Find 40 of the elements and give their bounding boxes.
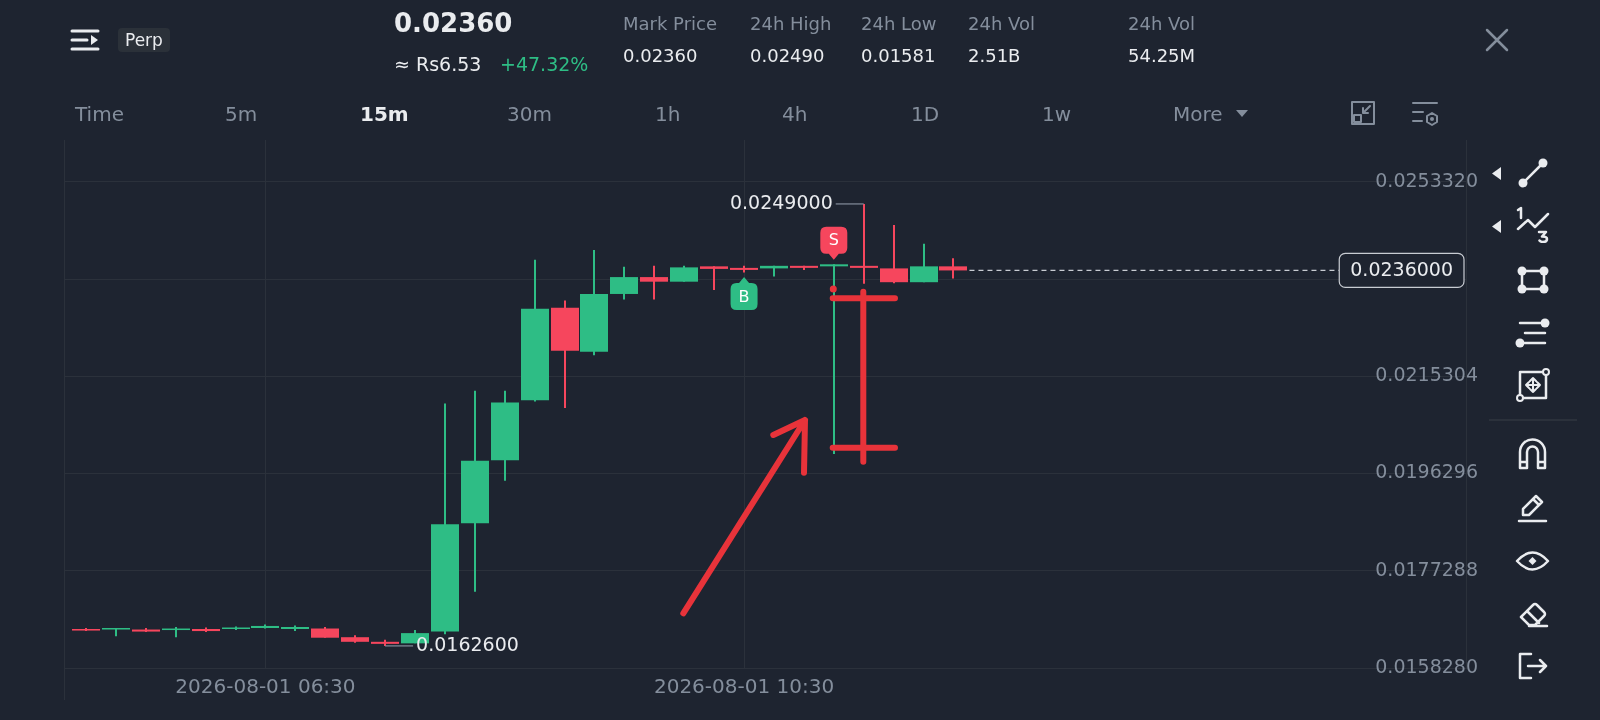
text: 0.02490 — [750, 45, 825, 67]
candlestick — [700, 265, 728, 291]
text: 1h — [655, 102, 681, 126]
text: 54.25M — [1128, 45, 1196, 67]
text: 24h Vol — [1128, 13, 1195, 35]
y-tick-label: 0.0215304 — [1375, 363, 1478, 386]
annotation: 0.0249000 — [729, 190, 833, 213]
y-tick-label: 0.0196296 — [1375, 460, 1478, 483]
y-tick-label: 0.0177288 — [1375, 557, 1478, 580]
text: ≈ Rs6.53 — [394, 52, 482, 76]
text: 24h High — [750, 13, 832, 35]
y-tick-label: 0.0253320 — [1375, 168, 1478, 191]
text: 0.01581 — [861, 45, 936, 67]
annotation: 0.0162600 — [416, 632, 519, 655]
text: +47.32% — [500, 52, 589, 76]
text: 1w — [1042, 102, 1072, 126]
text: 24h Low — [861, 13, 937, 35]
annotation: B — [738, 286, 750, 306]
x-tick-label: 2026-08-01 06:30 — [175, 674, 356, 699]
y-tick-label: 0.0158280 — [1375, 654, 1478, 677]
x-tick-label: 2026-08-01 10:30 — [653, 674, 835, 699]
text: 24h Vol — [968, 13, 1035, 35]
text: 4h — [782, 102, 808, 126]
candlestick — [939, 257, 967, 280]
candlestick — [640, 264, 668, 301]
text: 30m — [507, 102, 552, 126]
text: More — [1173, 102, 1223, 126]
text: 15m — [360, 102, 409, 126]
ref-line-label: 0.0236000 — [1350, 258, 1453, 281]
text: 1D — [911, 102, 940, 126]
text: 2.51B — [968, 45, 1021, 67]
text: 0.02360 — [623, 45, 698, 67]
text: Mark Price — [623, 13, 718, 35]
text: 0.02360 — [394, 8, 513, 40]
text: Time — [75, 102, 124, 126]
text: 5m — [225, 102, 258, 126]
candlestick — [820, 263, 848, 456]
text: Perp — [118, 27, 170, 53]
candlestick — [850, 202, 878, 285]
annotation: S — [828, 230, 839, 250]
